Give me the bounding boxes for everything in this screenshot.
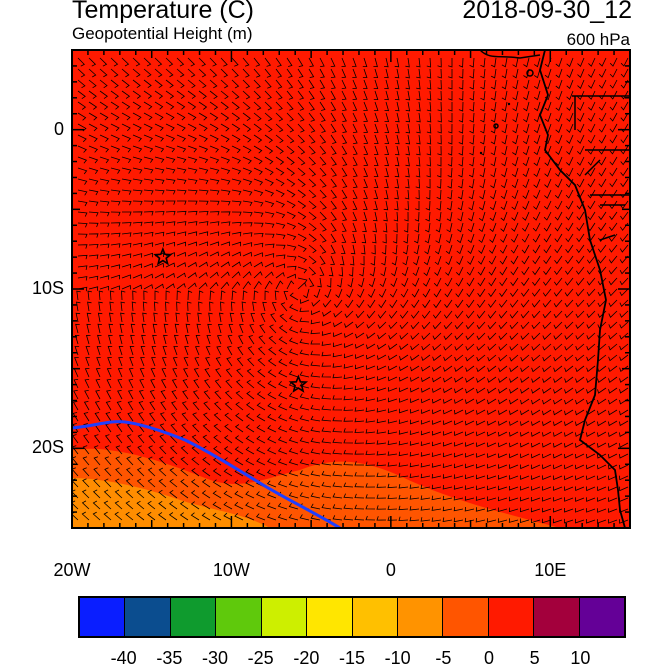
x-tick-label: 0 [385,560,396,580]
y-tick-label: 0 [53,118,64,139]
colorbar-swatch [443,598,489,636]
colorbar-label: -30 [201,648,229,668]
colorbar-swatch [397,598,444,636]
colorbar [78,596,626,638]
colorbar-label: -10 [384,648,411,668]
wind-barbs [72,57,629,524]
chart-title: Temperature (C) [72,0,254,24]
x-tick-label: 20W [53,560,91,580]
pressure-level: 600 hPa [566,30,630,49]
colorbar-label: -40 [110,648,137,668]
colorbar-label: 10 [570,648,591,668]
colorbar-swatch [579,598,625,636]
y-tick-label: 20S [31,437,64,458]
colorbar-label: 5 [529,648,540,668]
y-tick-label: 10S [31,278,64,298]
x-tick-label: 10E [534,560,567,580]
colorbar-swatch [80,598,126,636]
island [493,123,499,129]
colorbar-label: -35 [156,648,183,668]
markers [153,246,309,393]
axis-ticks [71,49,631,529]
temperature-contour [72,420,341,528]
colorbar-swatch [125,598,171,636]
colorbar-swatch [488,598,535,636]
island [526,69,534,77]
colorbar-swatch [352,598,398,636]
colorbar-label: -25 [247,648,274,668]
coastline [539,50,630,528]
colorbar-label: -5 [435,648,452,668]
colorbar-swatch [534,598,580,636]
valid-time: 2018-09-30_12 [462,0,632,24]
star-marker [153,246,173,266]
colorbar-swatch [261,598,308,636]
colorbar-label: -15 [338,648,366,668]
star-marker [288,374,309,393]
country-borders [572,95,630,241]
chart-subtitle: Geopotential Height (m) [72,24,253,43]
colorbar-label: -20 [293,648,320,668]
colorbar-swatch [216,598,262,636]
x-tick-label: 10W [212,560,250,580]
colorbar-label: 0 [483,648,495,668]
island [479,151,483,155]
north-coastline [479,50,541,59]
temperature-field [72,50,630,528]
colorbar-swatch [307,598,353,636]
colorbar-swatch [170,598,217,636]
island [507,102,511,106]
